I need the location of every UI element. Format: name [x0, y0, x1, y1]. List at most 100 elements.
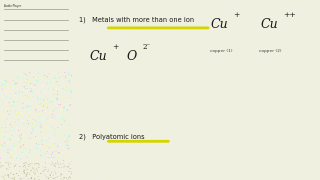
- Point: [241, 134, 246, 136]
- Point: [245, 164, 251, 167]
- Point: [222, 92, 227, 95]
- Point: [296, 75, 301, 78]
- Point: [8, 162, 13, 165]
- Point: [100, 69, 106, 72]
- Point: [59, 111, 64, 114]
- Point: [156, 176, 161, 179]
- Point: [186, 104, 191, 107]
- Point: [64, 116, 69, 118]
- Point: [68, 103, 73, 106]
- Point: [225, 68, 230, 71]
- Point: [17, 74, 22, 76]
- Point: [39, 144, 44, 147]
- Point: [193, 127, 198, 130]
- Point: [28, 100, 33, 103]
- Point: [61, 146, 67, 149]
- Point: [163, 19, 168, 22]
- Point: [21, 177, 27, 179]
- Point: [184, 86, 189, 89]
- Point: [6, 101, 12, 104]
- Point: [176, 131, 181, 134]
- Point: [151, 37, 156, 40]
- Point: [275, 109, 280, 112]
- Point: [67, 131, 72, 134]
- Point: [8, 103, 13, 105]
- Point: [48, 174, 53, 177]
- Point: [0, 112, 3, 115]
- Point: [220, 70, 225, 73]
- Point: [302, 94, 307, 97]
- Point: [27, 137, 32, 140]
- Point: [78, 163, 84, 166]
- Point: [67, 147, 72, 150]
- Point: [217, 27, 222, 30]
- Point: [95, 94, 100, 97]
- Point: [1, 74, 6, 77]
- Point: [3, 115, 8, 118]
- Point: [13, 163, 19, 166]
- Point: [274, 176, 279, 179]
- Point: [124, 105, 129, 108]
- Point: [34, 158, 39, 161]
- Point: [186, 129, 191, 132]
- Point: [74, 69, 79, 72]
- Point: [66, 135, 71, 138]
- Point: [27, 73, 32, 76]
- Point: [32, 177, 37, 180]
- Point: [95, 89, 100, 91]
- Point: [252, 4, 258, 7]
- Point: [111, 16, 116, 19]
- Point: [240, 76, 245, 79]
- Point: [23, 147, 28, 150]
- Point: [55, 74, 60, 77]
- Point: [259, 163, 264, 166]
- Point: [60, 162, 66, 165]
- Point: [115, 13, 120, 15]
- Point: [13, 93, 18, 96]
- Point: [68, 159, 73, 162]
- Point: [145, 24, 150, 27]
- Point: [95, 39, 100, 42]
- Point: [155, 174, 160, 177]
- Point: [105, 32, 110, 35]
- Point: [29, 177, 34, 180]
- Point: [3, 130, 8, 133]
- Point: [90, 50, 95, 53]
- Point: [18, 83, 23, 86]
- Point: [202, 114, 207, 117]
- Point: [84, 84, 89, 87]
- Point: [207, 69, 212, 72]
- Point: [221, 53, 226, 56]
- Point: [241, 54, 246, 57]
- Point: [65, 178, 70, 180]
- Point: [4, 161, 9, 164]
- Point: [168, 136, 173, 139]
- Point: [50, 147, 55, 149]
- Point: [4, 123, 10, 126]
- Point: [136, 85, 141, 88]
- Point: [15, 72, 20, 75]
- Point: [250, 174, 255, 177]
- Point: [294, 151, 299, 154]
- Point: [170, 30, 175, 33]
- Point: [151, 119, 156, 122]
- Point: [215, 156, 220, 158]
- Point: [109, 166, 114, 169]
- Point: [20, 124, 25, 127]
- Point: [240, 51, 245, 54]
- Point: [65, 138, 70, 141]
- Point: [54, 98, 59, 101]
- Point: [41, 123, 46, 126]
- Point: [161, 170, 166, 173]
- Point: [121, 177, 126, 180]
- Point: [239, 40, 244, 43]
- Point: [216, 89, 221, 91]
- Point: [6, 113, 12, 116]
- Point: [279, 52, 284, 55]
- Point: [212, 105, 218, 108]
- Point: [209, 26, 214, 29]
- Point: [56, 103, 61, 106]
- Point: [36, 175, 41, 178]
- Point: [42, 151, 47, 154]
- Point: [57, 135, 62, 138]
